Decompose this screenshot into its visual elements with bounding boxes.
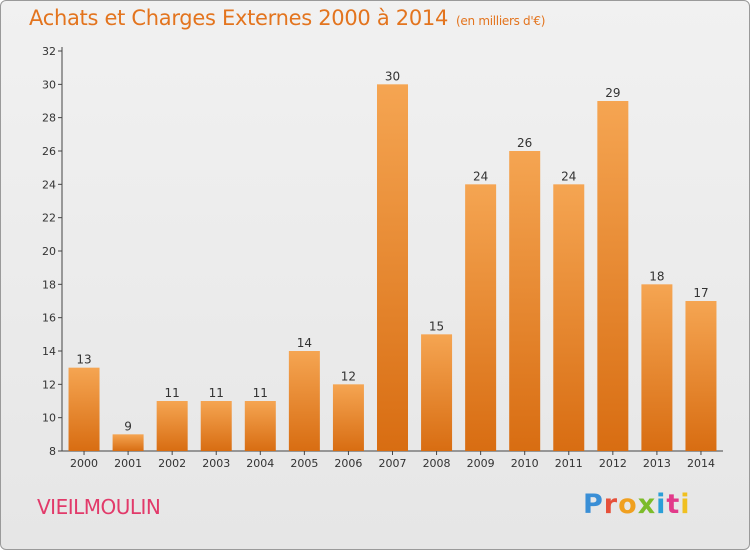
x-tick-label: 2009 — [467, 457, 495, 470]
value-label: 17 — [693, 286, 708, 300]
chart-title: Achats et Charges Externes 2000 à 2014 (e… — [29, 6, 545, 30]
bar-2011 — [553, 184, 585, 452]
value-label: 24 — [473, 169, 488, 183]
value-label: 13 — [76, 353, 91, 367]
bar-2000 — [68, 367, 100, 451]
bar-2005 — [288, 351, 320, 451]
chart-title-text: Achats et Charges Externes 2000 à 2014 — [29, 6, 449, 30]
x-tick-label: 2014 — [687, 457, 715, 470]
value-label: 14 — [297, 336, 312, 350]
value-label: 15 — [429, 319, 444, 333]
logo-letter: x — [637, 489, 657, 520]
y-tick-label: 26 — [42, 145, 56, 158]
bar-2006 — [332, 384, 364, 451]
y-tick-label: 16 — [42, 312, 56, 325]
value-label: 11 — [253, 386, 268, 400]
y-tick-label: 28 — [42, 112, 56, 125]
value-label: 12 — [341, 369, 356, 383]
logo-letter: r — [603, 489, 619, 520]
value-label: 29 — [605, 86, 620, 100]
x-tick-label: 2007 — [379, 457, 407, 470]
bar-2001 — [112, 434, 144, 451]
y-tick-label: 24 — [42, 178, 56, 191]
bar-2002 — [156, 401, 188, 451]
bar-2010 — [509, 151, 541, 451]
x-tick-label: 2001 — [114, 457, 142, 470]
logo-letter: i — [656, 489, 667, 520]
value-label: 18 — [649, 269, 664, 283]
x-tick-label: 2012 — [599, 457, 627, 470]
bar-2007 — [377, 84, 408, 451]
value-label: 30 — [385, 69, 400, 83]
value-label: 11 — [165, 386, 180, 400]
bar-2008 — [421, 334, 453, 451]
y-tick-label: 12 — [42, 378, 56, 391]
value-label: 24 — [561, 169, 576, 183]
bar-2009 — [465, 184, 497, 452]
bar-2004 — [244, 401, 276, 451]
bar-2014 — [685, 301, 717, 451]
y-tick-label: 22 — [42, 212, 56, 225]
y-tick-label: 8 — [49, 445, 56, 458]
x-tick-label: 2006 — [334, 457, 362, 470]
value-label: 26 — [517, 136, 532, 150]
x-tick-label: 2008 — [423, 457, 451, 470]
x-tick-label: 2011 — [555, 457, 583, 470]
logo-letter: P — [583, 489, 604, 520]
y-tick-label: 30 — [42, 78, 56, 91]
chart-unit: (en milliers d'€) — [456, 14, 546, 28]
x-tick-label: 2002 — [158, 457, 186, 470]
value-label: 11 — [209, 386, 224, 400]
axes: 8 10 12 14 16 18 20 22 24 26 28 30 32 2000 2001 2002 200… — [42, 45, 723, 470]
x-tick-label: 2005 — [290, 457, 318, 470]
x-tick-label: 2013 — [643, 457, 671, 470]
value-labels: 13 9 11 11 11 14 12 30 15 24 26 24 29 18 17 — [76, 69, 708, 433]
y-tick-label: 32 — [42, 45, 56, 58]
logo-letter: o — [618, 489, 638, 520]
bar-2012 — [597, 101, 629, 451]
logo-letter: t — [666, 489, 681, 520]
value-label: 9 — [124, 419, 132, 433]
y-tick-label: 18 — [42, 278, 56, 291]
x-tick-label: 2003 — [202, 457, 230, 470]
bar-2013 — [641, 284, 673, 451]
bars — [68, 84, 717, 452]
logo-letter: i — [680, 489, 691, 520]
x-tick-label: 2010 — [511, 457, 539, 470]
y-tick-label: 20 — [42, 245, 56, 258]
bar-2003 — [200, 401, 232, 451]
y-tick-label: 14 — [42, 345, 56, 358]
x-tick-label: 2004 — [246, 457, 274, 470]
commune-name: VIEILMOULIN — [37, 495, 161, 519]
x-tick-label: 2000 — [70, 457, 98, 470]
proxiti-logo: Proxiti — [583, 489, 691, 520]
y-tick-label: 10 — [42, 412, 56, 425]
